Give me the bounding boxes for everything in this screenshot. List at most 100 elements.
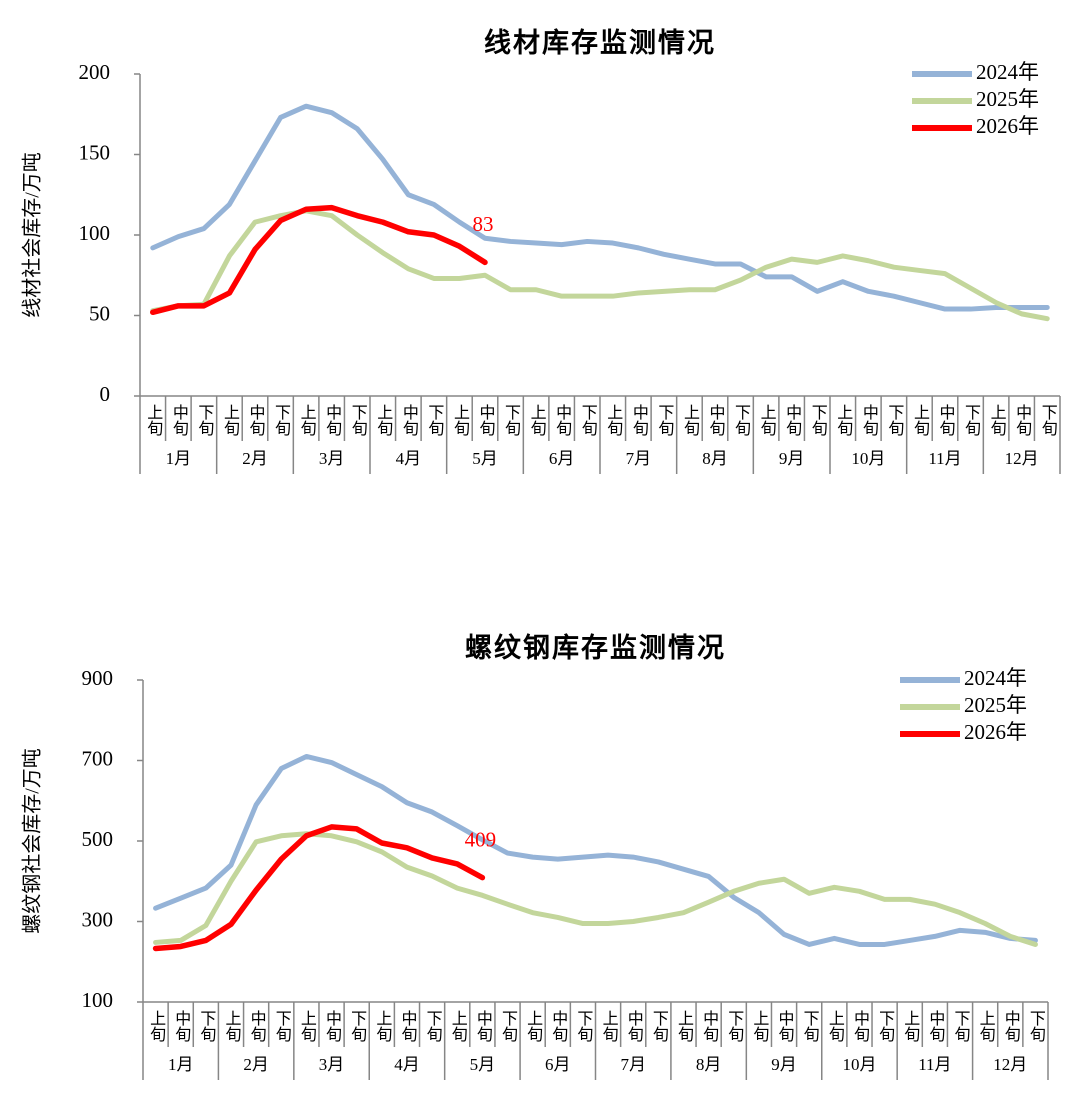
legend-label: 2026年 — [964, 720, 1027, 744]
x-tick-label: 上旬 — [451, 404, 470, 437]
x-tick-label: 下旬 — [348, 1010, 367, 1043]
month-label: 11月 — [918, 1055, 951, 1074]
month-label: 9月 — [771, 1055, 797, 1074]
x-tick-label: 下旬 — [885, 404, 904, 437]
chart-title: 线材库存监测情况 — [484, 28, 716, 58]
x-tick-label: 下旬 — [1027, 1010, 1046, 1043]
month-label: 6月 — [545, 1055, 571, 1074]
x-tick-label: 下旬 — [502, 404, 521, 437]
x-tick-label: 上旬 — [298, 1010, 317, 1043]
x-tick-label: 中旬 — [1013, 404, 1032, 437]
x-tick-label: 中旬 — [937, 404, 956, 437]
series-line — [153, 831, 1038, 947]
month-label: 12月 — [993, 1055, 1027, 1074]
y-tick-label: 150 — [79, 140, 111, 164]
month-label: 2月 — [242, 449, 268, 468]
x-tick-label: 下旬 — [732, 404, 751, 437]
x-tick-label: 下旬 — [655, 404, 674, 437]
x-tick-label: 中旬 — [707, 404, 726, 437]
y-tick-label: 500 — [82, 827, 114, 851]
x-tick-label: 上旬 — [988, 404, 1007, 437]
legend-label: 2024年 — [976, 60, 1039, 84]
y-tick-label: 200 — [79, 60, 111, 84]
x-tick-label: 下旬 — [424, 1010, 443, 1043]
data-label: 409 — [465, 827, 497, 851]
x-tick-label: 上旬 — [528, 404, 547, 437]
month-label: 7月 — [626, 449, 652, 468]
month-label: 3月 — [319, 449, 345, 468]
x-tick-label: 中旬 — [700, 1010, 719, 1043]
x-tick-label: 中旬 — [553, 404, 572, 437]
x-tick-label: 上旬 — [600, 1010, 619, 1043]
month-label: 4月 — [396, 449, 422, 468]
x-tick-label: 上旬 — [524, 1010, 543, 1043]
x-tick-label: 中旬 — [248, 1010, 267, 1043]
x-tick-label: 中旬 — [247, 404, 266, 437]
month-label: 4月 — [394, 1055, 420, 1074]
x-tick-label: 下旬 — [349, 404, 368, 437]
month-label: 3月 — [319, 1055, 345, 1074]
x-tick-label: 上旬 — [901, 1010, 920, 1043]
x-tick-label: 下旬 — [952, 1010, 971, 1043]
x-tick-label: 上旬 — [298, 404, 317, 437]
x-tick-label: 上旬 — [604, 404, 623, 437]
x-tick-label: 上旬 — [977, 1010, 996, 1043]
y-tick-label: 300 — [82, 907, 114, 931]
series-line — [150, 103, 1050, 312]
x-tick-label: 中旬 — [398, 1010, 417, 1043]
x-tick-label: 下旬 — [272, 404, 291, 437]
x-tick-label: 上旬 — [373, 1010, 392, 1043]
x-tick-label: 上旬 — [675, 1010, 694, 1043]
month-label: 1月 — [166, 449, 192, 468]
month-label: 10月 — [851, 449, 885, 468]
x-tick-label: 中旬 — [860, 404, 879, 437]
x-tick-label: 中旬 — [783, 404, 802, 437]
x-tick-label: 下旬 — [574, 1010, 593, 1043]
x-tick-label: 上旬 — [750, 1010, 769, 1043]
y-axis-label: 螺纹钢社会库存/万吨 — [21, 748, 44, 934]
x-tick-label: 中旬 — [1002, 1010, 1021, 1043]
legend-label: 2025年 — [976, 87, 1039, 111]
month-label: 7月 — [620, 1055, 646, 1074]
x-tick-label: 上旬 — [834, 404, 853, 437]
x-tick-label: 下旬 — [725, 1010, 744, 1043]
x-tick-label: 中旬 — [630, 404, 649, 437]
month-label: 5月 — [470, 1055, 496, 1074]
x-tick-label: 中旬 — [926, 1010, 945, 1043]
x-tick-label: 下旬 — [499, 1010, 518, 1043]
x-tick-label: 中旬 — [851, 1010, 870, 1043]
x-tick-label: 上旬 — [222, 1010, 241, 1043]
x-tick-label: 中旬 — [400, 404, 419, 437]
y-tick-label: 100 — [82, 988, 114, 1012]
x-tick-label: 下旬 — [801, 1010, 820, 1043]
x-tick-label: 中旬 — [477, 404, 496, 437]
series-line — [153, 753, 1038, 947]
month-label: 8月 — [696, 1055, 722, 1074]
y-tick-label: 900 — [82, 666, 114, 690]
y-tick-label: 0 — [100, 382, 111, 406]
y-tick-label: 100 — [79, 221, 111, 245]
legend-label: 2024年 — [964, 666, 1027, 690]
x-tick-label: 上旬 — [449, 1010, 468, 1043]
x-tick-label: 下旬 — [425, 404, 444, 437]
x-tick-label: 中旬 — [323, 1010, 342, 1043]
x-tick-label: 中旬 — [549, 1010, 568, 1043]
x-tick-label: 中旬 — [172, 1010, 191, 1043]
x-tick-label: 下旬 — [650, 1010, 669, 1043]
month-label: 10月 — [842, 1055, 876, 1074]
x-tick-label: 上旬 — [911, 404, 930, 437]
month-label: 6月 — [549, 449, 575, 468]
x-tick-label: 上旬 — [826, 1010, 845, 1043]
x-tick-label: 下旬 — [809, 404, 828, 437]
x-tick-label: 下旬 — [1039, 404, 1058, 437]
x-tick-label: 上旬 — [144, 404, 163, 437]
x-tick-label: 下旬 — [273, 1010, 292, 1043]
y-tick-label: 50 — [89, 301, 110, 325]
month-label: 11月 — [928, 449, 961, 468]
x-tick-label: 下旬 — [962, 404, 981, 437]
x-tick-label: 上旬 — [681, 404, 700, 437]
y-axis-label: 线材社会库存/万吨 — [21, 152, 44, 318]
chart-title: 螺纹钢库存监测情况 — [465, 633, 726, 663]
x-tick-label: 中旬 — [323, 404, 342, 437]
